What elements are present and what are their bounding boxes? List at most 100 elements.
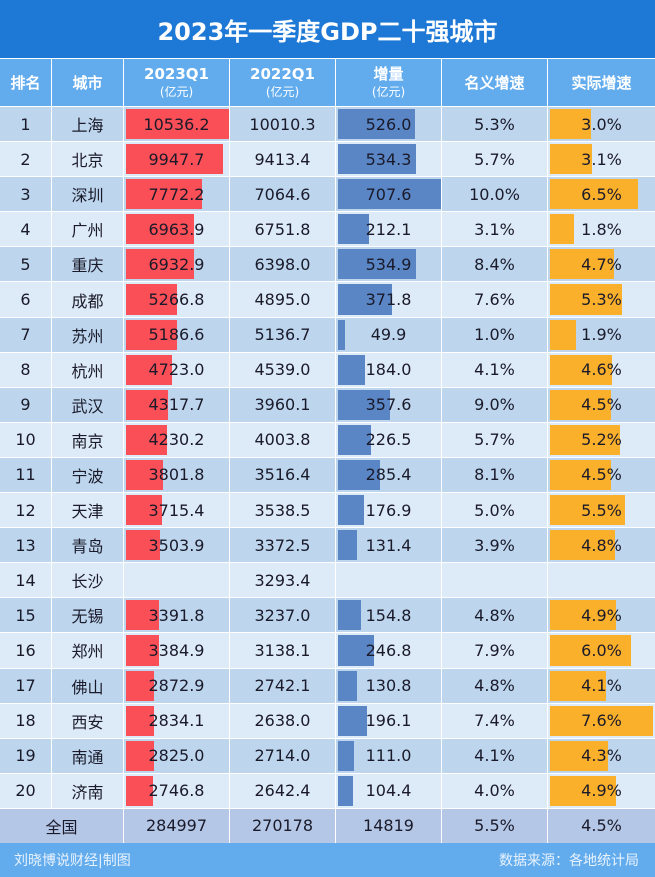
header-city-label: 城市 (72, 73, 103, 92)
rank-cell-value: 6 (20, 290, 31, 310)
real-growth-cell: 1.8% (548, 212, 655, 246)
rank-cell-value: 15 (15, 605, 36, 625)
nominal-growth-cell-value: 4.1% (474, 360, 515, 380)
increase-cell-value: 371.8 (365, 290, 412, 310)
real-growth-cell-value: 1.8% (581, 219, 622, 239)
gdp-2023q1-cell-bar (126, 740, 154, 771)
gdp-2023q1-cell-value: 10536.2 (143, 114, 210, 134)
gdp-2023q1-cell-value: 6963.9 (148, 219, 205, 239)
gdp-2023q1-cell: 5186.6 (124, 317, 230, 352)
real-growth-cell-value: 4.7% (581, 254, 622, 274)
city-cell: 上海 (52, 107, 124, 142)
increase-cell-bar (338, 635, 374, 666)
real-growth-cell-bar (550, 600, 616, 631)
gdp-2022q1-cell-value: 3516.4 (254, 465, 311, 485)
nominal-growth-cell: 8.4% (442, 247, 548, 282)
gdp-2022q1-cell: 3372.5 (230, 528, 336, 563)
increase-cell-bar (338, 389, 390, 420)
nominal-growth-cell: 10.0% (442, 177, 548, 212)
gdp-2023q1-cell: 2872.9 (124, 668, 230, 703)
real-growth-cell-bar (550, 249, 614, 280)
header-city: 城市 (52, 59, 124, 106)
city-cell-value: 佛山 (71, 677, 104, 697)
rank-cell: 20 (0, 773, 52, 808)
city-cell-value: 重庆 (71, 256, 104, 276)
gdp-2023q1-cell: 10536.2 (124, 107, 230, 142)
gdp-2023q1-cell-bar (126, 670, 154, 701)
gdp-2023q1-cell-bar (126, 214, 194, 245)
gdp-2023q1-cell: 4317.7 (124, 387, 230, 422)
gdp-2022q1-cell-value: 9413.4 (254, 149, 311, 169)
header-2023q1-unit: (亿元) (159, 84, 194, 99)
real-growth-cell: 4.3% (548, 739, 655, 773)
rank-cell: 4 (0, 212, 52, 247)
gdp-2023q1-cell-value: 2872.9 (148, 676, 205, 696)
city-cell: 佛山 (52, 668, 124, 703)
nominal-growth-cell: 5.7% (442, 142, 548, 177)
gdp-2023q1-cell-bar (126, 635, 159, 666)
gdp-2022q1-cell-value: 3237.0 (254, 605, 311, 625)
nominal-growth-cell: 8.1% (442, 457, 548, 493)
rank-cell: 19 (0, 738, 52, 773)
nominal-growth-cell (442, 563, 548, 598)
increase-cell: 534.3 (336, 142, 442, 177)
gdp-2022q1-cell: 3516.4 (230, 457, 336, 493)
increase-cell-value: 526.0 (365, 114, 412, 134)
increase-cell: 196.1 (336, 703, 442, 738)
header-2022q1: 2022Q1 (亿元) (230, 59, 336, 106)
increase-cell: 707.6 (336, 177, 442, 212)
real-growth-cell: 6.0% (548, 633, 655, 667)
real-growth-cell-bar (550, 740, 608, 771)
gdp-2023q1-cell: 2834.1 (124, 703, 230, 738)
rank-cell: 17 (0, 668, 52, 703)
real-growth-cell: 4.1% (548, 669, 655, 703)
city-cell: 成都 (52, 282, 124, 317)
real-growth-cell: 4.8% (548, 528, 655, 562)
real-growth-cell-bar (550, 670, 606, 701)
rank-cell-value: 9 (20, 395, 31, 415)
table-row: 10 南京 4230.2 4003.8 226.5 5.7% 5.2% (0, 421, 655, 457)
rank-cell-value: 16 (15, 640, 36, 660)
gdp-2022q1-cell: 2638.0 (230, 703, 336, 738)
table-body: 1 上海 10536.2 10010.3 526.0 5.3% 3.0% 2 北京 9947.7 9… (0, 106, 655, 808)
rank-cell-value: 10 (15, 430, 36, 450)
increase-cell-value: 184.0 (365, 360, 412, 380)
city-cell: 杭州 (52, 352, 124, 387)
increase-cell-value: 357.6 (365, 395, 412, 415)
table-row: 16 郑州 3384.9 3138.1 246.8 7.9% 6.0% (0, 632, 655, 668)
increase-cell: 176.9 (336, 493, 442, 528)
header-2023q1: 2023Q1 (亿元) (124, 59, 230, 106)
increase-cell-value: 212.1 (365, 219, 412, 239)
increase-cell-bar (338, 109, 415, 140)
gdp-2022q1-cell: 2714.0 (230, 738, 336, 773)
rank-cell: 6 (0, 282, 52, 317)
gdp-2023q1-cell-bar (126, 459, 163, 491)
real-growth-cell-bar (550, 109, 591, 140)
city-cell-value: 南通 (71, 747, 104, 767)
total-real: 4.5% (581, 816, 622, 836)
increase-cell: 246.8 (336, 633, 442, 668)
increase-cell: 212.1 (336, 212, 442, 247)
real-growth-cell: 5.3% (548, 282, 655, 316)
city-cell: 武汉 (52, 387, 124, 422)
total-row: 全国 284997 270178 14819 5.5% 4.5% (0, 807, 655, 843)
real-growth-cell-bar (550, 389, 611, 420)
gdp-2023q1-cell-value: 3503.9 (148, 535, 205, 555)
table-row: 15 无锡 3391.8 3237.0 154.8 4.8% 4.9% (0, 597, 655, 633)
real-growth-cell-value: 5.3% (581, 290, 622, 310)
gdp-2023q1-cell-bar (126, 424, 167, 455)
data-source: 数据来源：各地统计局 (499, 852, 639, 869)
gdp-2023q1-cell: 7772.2 (124, 177, 230, 212)
gdp-2023q1-cell-bar (126, 530, 160, 561)
nominal-growth-cell-value: 5.7% (474, 430, 515, 450)
real-growth-cell: 4.5% (548, 388, 655, 422)
real-growth-cell-bar (550, 459, 611, 491)
gdp-2022q1-cell: 4003.8 (230, 422, 336, 457)
gdp-2023q1-cell-bar (126, 109, 229, 140)
gdp-2022q1-cell: 2742.1 (230, 668, 336, 703)
increase-cell-bar (338, 214, 369, 245)
city-cell-value: 西安 (71, 712, 104, 732)
nominal-growth-cell: 5.7% (442, 422, 548, 457)
table-row: 5 重庆 6932.9 6398.0 534.9 8.4% 4.7% (0, 246, 655, 282)
city-cell: 无锡 (52, 598, 124, 633)
